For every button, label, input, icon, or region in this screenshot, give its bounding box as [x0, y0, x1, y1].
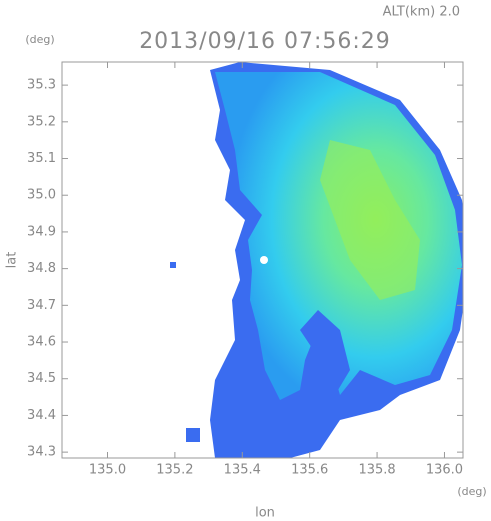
- x-tick-label: 135.6: [291, 463, 328, 478]
- x-tick-label: 135.0: [89, 463, 126, 478]
- altitude-label: ALT(km) 2.0: [383, 5, 460, 20]
- radar-site: [260, 256, 268, 264]
- y-tick-label: 35.3: [27, 78, 56, 93]
- radar-echo: [170, 62, 463, 458]
- y-unit: (deg): [25, 33, 54, 46]
- x-tick-label: 136.0: [426, 463, 463, 478]
- y-tick-label: 35.1: [27, 151, 56, 166]
- y-tick-label: 34.7: [27, 298, 56, 313]
- y-axis-label: lat: [5, 252, 20, 269]
- y-tick-label: 34.8: [27, 261, 56, 276]
- y-tick-label: 35.0: [27, 188, 56, 203]
- x-tick-label: 135.8: [358, 463, 395, 478]
- chart-title: 2013/09/16 07:56:29: [139, 29, 391, 54]
- y-tick-label: 34.5: [27, 371, 56, 386]
- x-tick-label: 135.2: [156, 463, 193, 478]
- y-tick-label: 34.4: [27, 408, 56, 423]
- y-tick-label: 34.6: [27, 335, 56, 350]
- y-tick-label: 34.3: [27, 445, 56, 460]
- y-tick-label: 34.9: [27, 224, 56, 239]
- plot-frame: [61, 61, 464, 459]
- y-tick-label: 35.2: [27, 114, 56, 129]
- x-axis-label: lon: [255, 506, 275, 521]
- x-unit: (deg): [457, 485, 486, 498]
- x-tick-label: 135.4: [224, 463, 261, 478]
